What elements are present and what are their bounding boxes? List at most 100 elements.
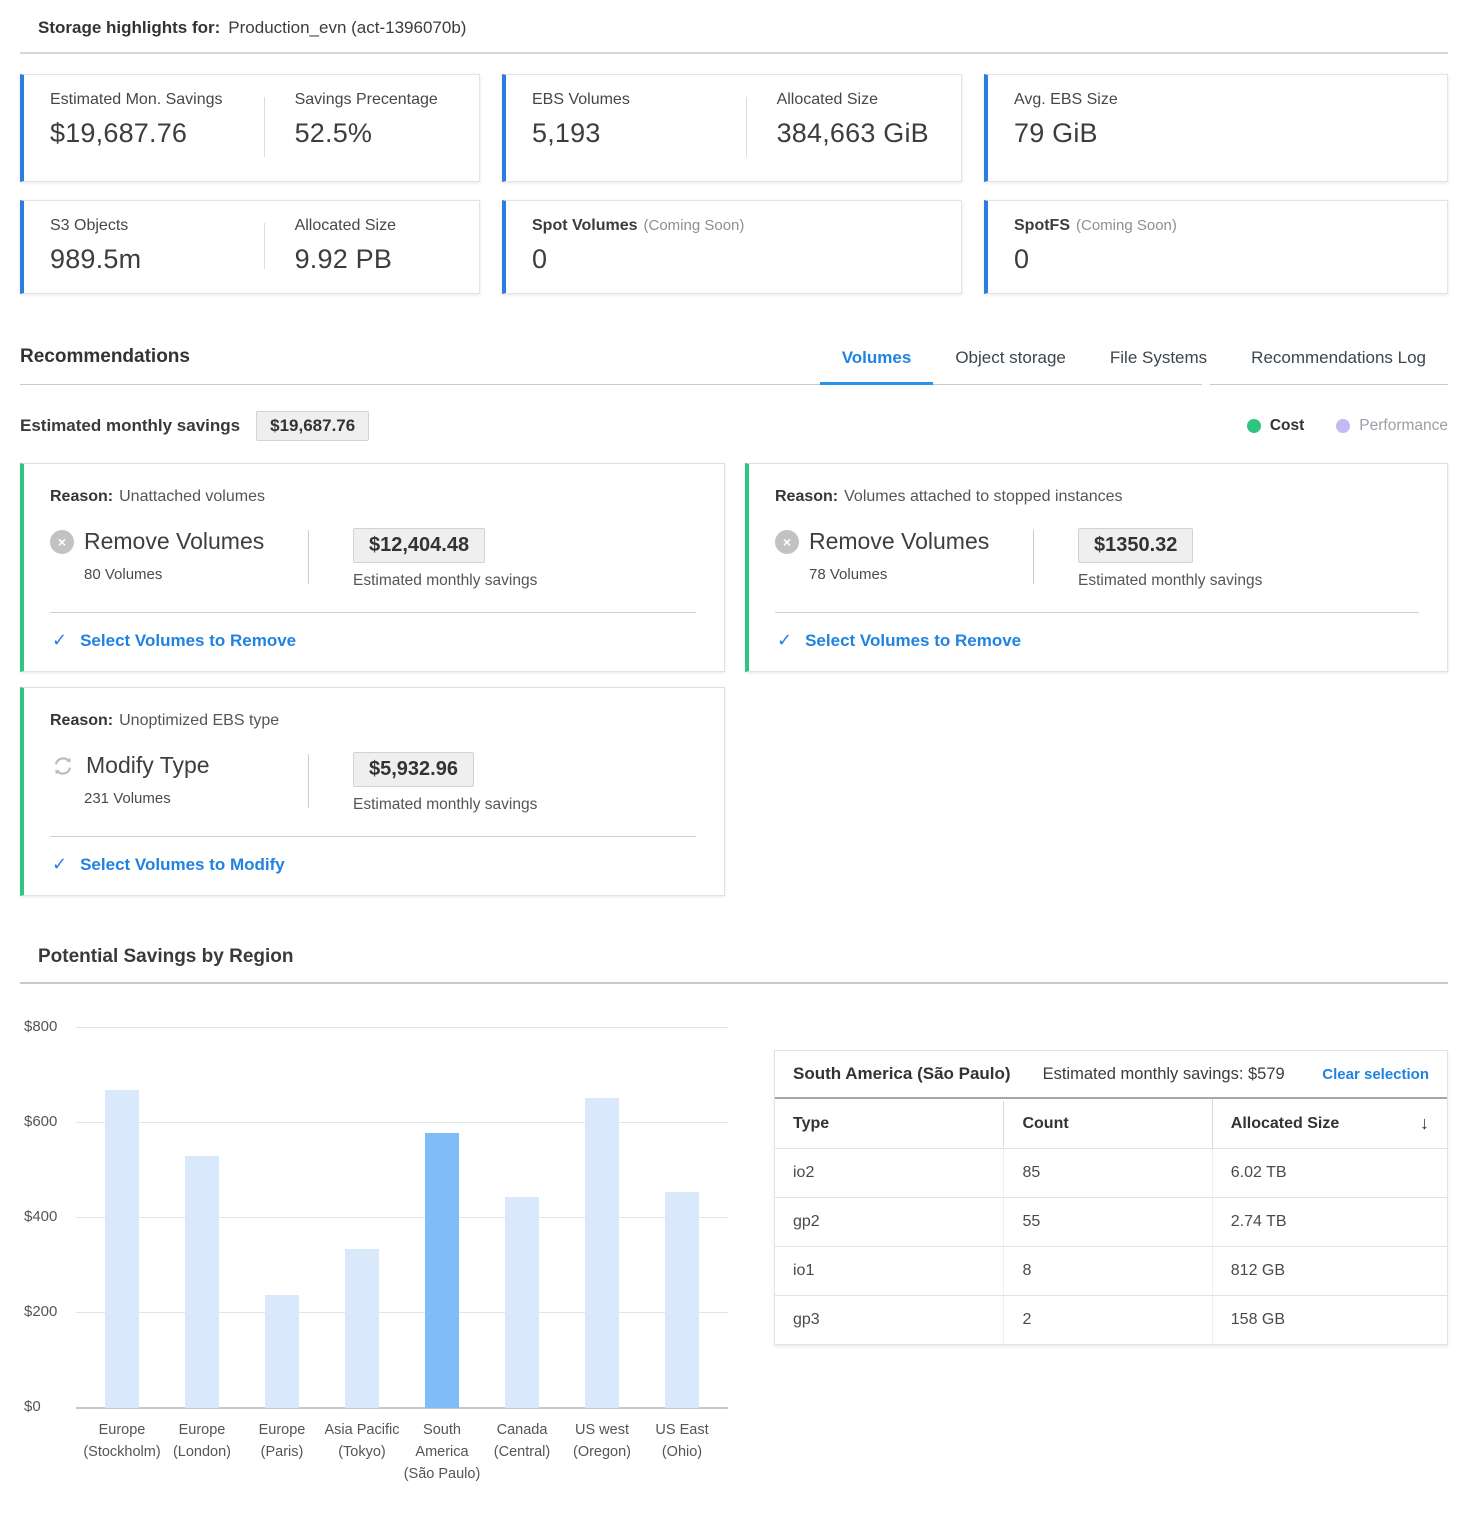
highlight-card-ebs: EBS Volumes 5,193 Allocated Size 384,663… <box>502 74 962 182</box>
remove-circle-icon: × <box>775 529 799 554</box>
bar-south-america-s-o-paulo-[interactable] <box>425 1132 459 1408</box>
bar-asia-pacific-tokyo-[interactable] <box>345 1248 379 1408</box>
region-table-body: io2 85 6.02 TB gp2 55 2.74 TB io1 8 812 GB gp3 2 15… <box>775 1148 1447 1344</box>
gridline <box>76 1027 728 1028</box>
highlight-card-savings: Estimated Mon. Savings $19,687.76 Saving… <box>20 74 480 182</box>
select-volumes-to-remove-link[interactable]: ✓ Select Volumes to Remove <box>50 613 696 671</box>
column-header-allocated-size[interactable]: Allocated Size ↓ <box>1211 1099 1447 1148</box>
tab-object-storage[interactable]: Object storage <box>955 348 1066 367</box>
metric-value: 5,193 <box>532 118 601 148</box>
page-header: Storage highlights for: Production_evn (a… <box>20 0 1448 54</box>
metric-avg-ebs-size: Avg. EBS Size 79 GiB <box>1014 91 1421 163</box>
table-row[interactable]: io1 8 812 GB <box>775 1246 1447 1295</box>
metric-label: Avg. EBS Size <box>1014 91 1118 108</box>
table-row[interactable]: io2 85 6.02 TB <box>775 1148 1447 1197</box>
coming-soon-note: (Coming Soon) <box>1076 217 1177 234</box>
select-volumes-to-remove-link[interactable]: ✓ Select Volumes to Remove <box>775 613 1419 671</box>
x-tick-label: Asia Pacific (Tokyo) <box>324 1422 400 1460</box>
divider <box>775 612 1419 613</box>
cell-count: 55 <box>1003 1198 1211 1246</box>
x-tick-label: South America (São Paulo) <box>403 1422 481 1482</box>
cell-count: 8 <box>1003 1247 1211 1295</box>
select-volumes-to-modify-link[interactable]: ✓ Select Volumes to Modify <box>50 837 696 895</box>
x-tick-label: Europe (Stockholm) <box>83 1422 161 1460</box>
metric-label: EBS Volumes <box>532 91 630 108</box>
divider <box>50 612 696 613</box>
savings-block: $12,404.48 Estimated monthly savings <box>309 528 537 590</box>
region-table: South America (São Paulo) Estimated mont… <box>774 1050 1448 1345</box>
x-tick-label: Canada (Central) <box>493 1422 551 1460</box>
divider <box>263 223 265 269</box>
reason-row: Reason: Unoptimized EBS type <box>50 712 696 730</box>
summary-label: Estimated monthly savings <box>20 416 241 435</box>
table-row[interactable]: gp2 55 2.74 TB <box>775 1197 1447 1246</box>
cell-allocated-size: 158 GB <box>1211 1296 1447 1344</box>
metric-value: 0 <box>532 244 548 274</box>
metric-s3-allocated-size: Allocated Size 9.92 PB <box>265 217 453 275</box>
remove-circle-icon: × <box>50 529 74 554</box>
savings-badge: $5,932.96 <box>353 752 474 787</box>
x-axis-labels: Europe (Stockholm) Europe (London) Europe (Pa… <box>76 1420 728 1485</box>
metric-label: Estimated Mon. Savings <box>50 91 223 108</box>
metric-spotfs: SpotFS (Coming Soon) 0 <box>1014 217 1421 275</box>
coming-soon-note: (Coming Soon) <box>643 217 745 234</box>
bar-europe-stockholm-[interactable] <box>105 1089 139 1408</box>
savings-caption: Estimated monthly savings <box>1078 572 1263 589</box>
y-tick-label: $800 <box>24 1018 58 1035</box>
x-tick-label: Europe (London) <box>172 1422 232 1460</box>
cell-type: io2 <box>793 1164 815 1181</box>
column-header-count[interactable]: Count <box>1003 1100 1211 1147</box>
check-icon: ✓ <box>52 630 68 650</box>
metric-savings-percentage: Savings Precentage 52.5% <box>265 91 453 163</box>
table-row[interactable]: gp3 2 158 GB <box>775 1295 1447 1344</box>
chart-legend: Cost Performance <box>1246 417 1448 435</box>
bar-canada-central-[interactable] <box>505 1196 539 1408</box>
clear-selection-link[interactable]: Clear selection <box>1322 1065 1429 1083</box>
bar-us-west-oregon-[interactable] <box>585 1098 619 1408</box>
column-header-type[interactable]: Type <box>793 1114 830 1132</box>
gridline <box>76 1217 728 1218</box>
recommendations-header: Recommendations Volumes Object storage F… <box>20 346 1448 385</box>
metric-value: 989.5m <box>50 244 142 274</box>
cell-allocated-size: 812 GB <box>1211 1247 1447 1295</box>
metric-value: $19,687.76 <box>50 118 188 148</box>
metric-label: S3 Objects <box>50 217 129 234</box>
sort-descending-icon[interactable]: ↓ <box>1420 1113 1429 1133</box>
account-name: Production_evn (act-1396070b) <box>228 18 467 37</box>
reason-text: Unoptimized EBS type <box>119 712 280 729</box>
check-icon: ✓ <box>52 854 68 874</box>
tab-file-systems[interactable]: File Systems <box>1109 348 1208 367</box>
page-title: Storage highlights for: <box>38 18 221 37</box>
rec-card-stopped-instances: Reason: Volumes attached to stopped insta… <box>745 463 1448 672</box>
cell-type: io1 <box>793 1262 815 1279</box>
divider <box>308 530 309 584</box>
bar-us-east-ohio-[interactable] <box>665 1191 699 1408</box>
y-tick-label: $600 <box>24 1113 58 1130</box>
bar-slot <box>242 1028 322 1408</box>
action-title: Remove Volumes <box>84 528 265 554</box>
bar-europe-paris-[interactable] <box>265 1294 299 1408</box>
metric-label: Savings Precentage <box>294 91 438 108</box>
volume-count: 231 Volumes <box>84 790 171 807</box>
region-body: $800 $600 $400 $200 $0 Europe (Stockholm) Euro… <box>20 1018 1448 1485</box>
cta-label: Select Volumes to Remove <box>805 630 1022 650</box>
metric-label-text: Spot Volumes <box>532 217 638 234</box>
metric-label: Allocated Size <box>294 217 396 234</box>
bar-slot <box>562 1028 642 1408</box>
bar-europe-london-[interactable] <box>185 1156 219 1408</box>
action-block: × Remove Volumes 78 Volumes <box>775 528 1015 590</box>
highlight-card-spot-volumes: Spot Volumes (Coming Soon) 0 <box>502 200 962 294</box>
column-header-label: Allocated Size <box>1230 1114 1340 1132</box>
cost-dot-icon <box>1246 419 1261 433</box>
highlight-card-avg-ebs: Avg. EBS Size 79 GiB <box>984 74 1448 182</box>
volume-count: 78 Volumes <box>809 566 888 583</box>
cta-label: Select Volumes to Remove <box>80 630 297 650</box>
tab-recommendations-log[interactable]: Recommendations Log <box>1251 348 1426 367</box>
savings-badge: $12,404.48 <box>353 528 486 563</box>
metric-value: 384,663 GiB <box>776 118 929 148</box>
tab-volumes[interactable]: Volumes <box>819 348 934 385</box>
action-block: Modify Type 231 Volumes <box>50 752 290 814</box>
performance-dot-icon <box>1336 419 1351 433</box>
legend-item-performance: Performance <box>1336 417 1448 435</box>
